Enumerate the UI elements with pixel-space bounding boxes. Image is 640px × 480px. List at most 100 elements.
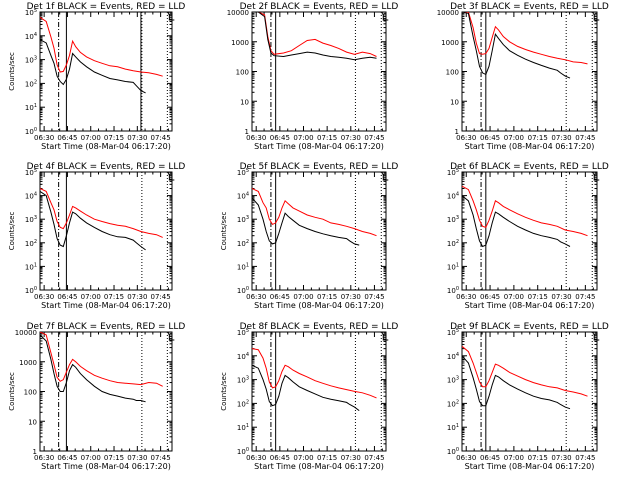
x-tick-label: 07:00: [504, 134, 524, 142]
x-tick-label: 07:15: [528, 134, 548, 142]
x-tick-label: 06:30: [456, 134, 476, 142]
x-tick-label: 07:45: [364, 454, 384, 462]
x-axis-label: Start Time (08-Mar-04 06:17:20): [41, 301, 171, 310]
y-tick-label: 102: [25, 79, 37, 88]
x-tick-label: 06:30: [34, 134, 54, 142]
y-tick-label: 100: [237, 447, 249, 456]
y-tick-label: 1: [33, 448, 37, 456]
series-line: [462, 345, 588, 397]
x-tick-label: 06:45: [270, 293, 290, 301]
series-line: [462, 12, 588, 65]
x-tick-label: 07:45: [575, 454, 595, 462]
x-tick-label: 07:15: [104, 454, 124, 462]
y-tick-label: 102: [447, 399, 459, 408]
series-line: [252, 12, 377, 61]
y-tick-label: 100: [25, 286, 37, 295]
marker-bracket: [382, 174, 389, 181]
y-tick-label: 100: [24, 389, 37, 397]
marker-bracket: [593, 14, 600, 21]
x-tick-label: 07:00: [293, 134, 313, 142]
x-axis-label: Start Time (08-Mar-04 06:17:20): [254, 301, 384, 310]
y-tick-label: 102: [447, 239, 459, 248]
x-tick-label: 07:00: [293, 454, 313, 462]
x-tick-label: 07:30: [341, 134, 361, 142]
y-tick-label: 1000: [441, 39, 459, 47]
x-tick-label: 06:45: [57, 454, 77, 462]
series-line: [40, 332, 163, 387]
x-tick-label: 06:45: [270, 454, 290, 462]
chart-title: Det 9f BLACK = Events, RED = LLD: [450, 322, 609, 332]
x-tick-label: 06:30: [34, 293, 54, 301]
x-tick-label: 07:30: [551, 134, 571, 142]
y-tick-label: 100: [446, 69, 459, 77]
x-tick-label: 07:30: [551, 454, 571, 462]
y-tick-label: 104: [237, 352, 249, 361]
series-line: [40, 334, 146, 403]
x-tick-label: 07:00: [81, 454, 101, 462]
marker-bracket: [382, 334, 389, 341]
chart-title: Det 7f BLACK = Events, RED = LLD: [27, 322, 186, 332]
series-line: [462, 195, 571, 248]
y-tick-label: 105: [447, 168, 459, 177]
y-tick-label: 100: [447, 447, 459, 456]
y-tick-label: 101: [25, 262, 37, 271]
y-tick-label: 105: [25, 168, 37, 177]
y-tick-label: 102: [237, 239, 249, 248]
y-tick-label: 103: [25, 215, 37, 224]
x-tick-label: 07:45: [151, 454, 171, 462]
y-tick-label: 1000: [231, 39, 249, 47]
y-tick-label: 105: [237, 168, 249, 177]
x-tick-label: 07:00: [504, 293, 524, 301]
x-axis-label: Start Time (08-Mar-04 06:17:20): [41, 462, 171, 471]
chart-title: Det 2f BLACK = Events, RED = LLD: [240, 2, 399, 12]
chart-title: Det 4f BLACK = Events, RED = LLD: [27, 162, 186, 172]
x-tick-label: 06:45: [480, 454, 500, 462]
y-tick-label: 100: [237, 286, 249, 295]
y-tick-label: 103: [25, 56, 37, 65]
y-axis-label: Counts/sec: [8, 372, 16, 411]
x-tick-label: 06:45: [480, 134, 500, 142]
plot-frame: [251, 171, 387, 291]
x-axis-label: Start Time (08-Mar-04 06:17:20): [41, 142, 171, 151]
chart-title: Det 6f BLACK = Events, RED = LLD: [450, 162, 609, 172]
series-line: [252, 197, 360, 246]
x-tick-label: 07:00: [81, 293, 101, 301]
series-line: [40, 188, 163, 238]
x-tick-label: 06:30: [34, 454, 54, 462]
plot-frame: [251, 331, 387, 452]
y-tick-label: 100: [447, 286, 459, 295]
chart-title: Det 8f BLACK = Events, RED = LLD: [240, 322, 399, 332]
x-tick-label: 06:30: [246, 134, 266, 142]
plot-frame: [461, 331, 598, 452]
x-axis-label: Start Time (08-Mar-04 06:17:20): [465, 301, 595, 310]
y-tick-label: 100: [236, 69, 249, 77]
marker-bracket: [382, 14, 389, 21]
series-line: [40, 16, 163, 77]
x-axis-label: Start Time (08-Mar-04 06:17:20): [465, 142, 595, 151]
x-tick-label: 07:45: [151, 293, 171, 301]
x-tick-label: 07:15: [528, 293, 548, 301]
x-axis-label: Start Time (08-Mar-04 06:17:20): [465, 462, 595, 471]
x-tick-label: 06:45: [270, 134, 290, 142]
y-tick-label: 104: [447, 192, 459, 201]
y-tick-label: 102: [237, 399, 249, 408]
x-tick-label: 07:30: [127, 454, 147, 462]
y-tick-label: 105: [447, 328, 459, 337]
x-tick-label: 07:30: [127, 293, 147, 301]
x-tick-label: 06:45: [480, 293, 500, 301]
x-tick-label: 07:00: [504, 454, 524, 462]
y-axis-label: Counts/sec: [8, 212, 16, 251]
x-tick-label: 07:45: [151, 134, 171, 142]
x-tick-label: 07:15: [528, 454, 548, 462]
marker-bracket: [168, 14, 175, 21]
y-tick-label: 1: [245, 128, 249, 136]
plot-frame: [39, 171, 173, 291]
chart-title: Det 5f BLACK = Events, RED = LLD: [240, 162, 399, 172]
series-line: [40, 190, 146, 251]
